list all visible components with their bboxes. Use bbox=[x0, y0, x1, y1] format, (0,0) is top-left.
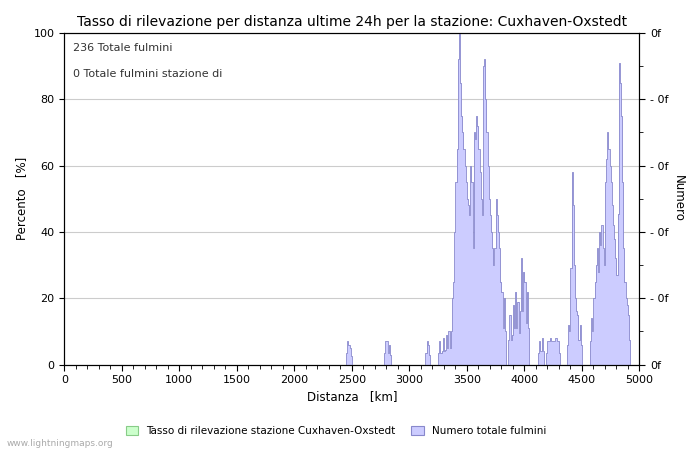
Text: www.lightningmaps.org: www.lightningmaps.org bbox=[7, 439, 113, 448]
Y-axis label: Numero: Numero bbox=[672, 176, 685, 222]
Title: Tasso di rilevazione per distanza ultime 24h per la stazione: Cuxhaven-Oxstedt: Tasso di rilevazione per distanza ultime… bbox=[77, 15, 627, 29]
X-axis label: Distanza   [km]: Distanza [km] bbox=[307, 391, 397, 404]
Text: 236 Totale fulmini: 236 Totale fulmini bbox=[73, 43, 172, 53]
Y-axis label: Percento   [%]: Percento [%] bbox=[15, 157, 28, 240]
Legend: Tasso di rilevazione stazione Cuxhaven-Oxstedt, Numero totale fulmini: Tasso di rilevazione stazione Cuxhaven-O… bbox=[121, 422, 551, 440]
Text: 0 Totale fulmini stazione di: 0 Totale fulmini stazione di bbox=[73, 69, 223, 79]
